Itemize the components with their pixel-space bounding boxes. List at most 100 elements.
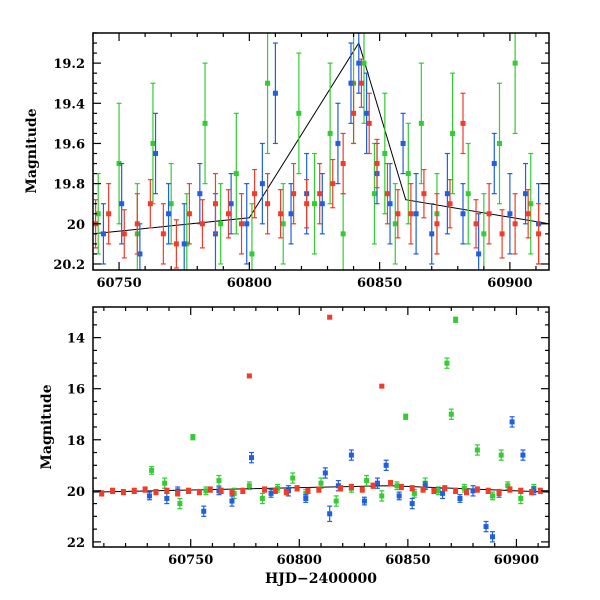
- bottom-data-point: [303, 494, 309, 503]
- top-data-point: [361, 33, 367, 124]
- top-data-point: [486, 183, 492, 245]
- bottom-data-point: [444, 357, 450, 369]
- top-data-point: [311, 152, 317, 255]
- top-data-point: [395, 189, 401, 239]
- bottom-series-0: [149, 316, 537, 510]
- bottom-data-point: [364, 474, 370, 487]
- bottom-data-point: [327, 505, 333, 523]
- bottom-series-1: [146, 416, 537, 543]
- top-data-point: [392, 183, 398, 265]
- top-data-point: [202, 62, 208, 185]
- top-data-point: [252, 168, 258, 219]
- top-data-point: [121, 209, 127, 259]
- bottom-data-point: [518, 492, 524, 505]
- top-data-point: [330, 158, 336, 209]
- bottom-data-point: [131, 487, 137, 494]
- top-data-point: [465, 142, 471, 245]
- bottom-data-point: [383, 459, 389, 472]
- top-data-point: [491, 132, 497, 195]
- top-data-point: [476, 213, 482, 270]
- bottom-data-point: [474, 486, 480, 493]
- top-data-point: [364, 72, 370, 155]
- bottom-data-point: [201, 505, 207, 517]
- top-panel: 60750 60800 60850 60900 19.2 19.4 19.6 19.8 20 20…: [24, 32, 550, 291]
- bottom-data-point: [537, 487, 543, 494]
- bottom-data-point: [162, 477, 168, 489]
- top-x-tick-label: 60850: [357, 276, 402, 291]
- top-data-point: [228, 172, 234, 235]
- top-data-point: [168, 162, 174, 245]
- bottom-data-point: [268, 488, 274, 498]
- top-data-point: [512, 193, 518, 255]
- top-data-point: [186, 183, 192, 245]
- top-data-point: [184, 193, 190, 270]
- top-data-point: [296, 52, 302, 175]
- top-data-point: [218, 183, 224, 265]
- top-data-point: [400, 112, 406, 175]
- bottom-data-point: [507, 486, 513, 493]
- top-data-point: [429, 203, 435, 265]
- bottom-x-tick-label: 60750: [168, 553, 213, 568]
- bottom-data-point: [262, 486, 268, 493]
- top-y-tick-label: 19.8: [53, 178, 85, 193]
- bottom-data-point: [529, 488, 535, 496]
- top-data-point: [259, 142, 265, 225]
- bottom-data-point: [246, 373, 252, 379]
- top-x-tick-label: 60800: [227, 276, 272, 291]
- top-data-point: [481, 193, 487, 270]
- bottom-data-point: [409, 497, 415, 510]
- top-data-point: [244, 183, 250, 265]
- top-y-tick-label: 20.2: [53, 258, 85, 273]
- top-y-tick-label: 19.6: [53, 137, 85, 152]
- top-data-point: [147, 179, 153, 229]
- bottom-data-point: [442, 485, 448, 492]
- top-data-point: [444, 152, 450, 235]
- top-data-point: [536, 203, 542, 265]
- bottom-data-point: [394, 481, 400, 491]
- top-data-point: [233, 112, 239, 235]
- bottom-data-point: [153, 488, 159, 496]
- bottom-data-point: [453, 316, 459, 323]
- bottom-data-point: [518, 487, 524, 494]
- bottom-data-point: [229, 495, 235, 507]
- bottom-data-point: [474, 444, 480, 456]
- bottom-data-point: [403, 413, 409, 420]
- bottom-data-point: [496, 488, 502, 496]
- bottom-data-point: [322, 467, 328, 479]
- top-data-point: [119, 162, 125, 245]
- top-data-point: [239, 193, 245, 255]
- bottom-data-point: [149, 465, 155, 475]
- bottom-data-point: [520, 449, 526, 461]
- top-data-point: [351, 82, 357, 145]
- bottom-data-point: [431, 487, 437, 494]
- bottom-y-tick-label: 14: [67, 332, 85, 347]
- bottom-x-tick-label: 60900: [494, 553, 539, 568]
- bottom-data-point: [370, 482, 376, 489]
- bottom-data-point: [498, 449, 504, 461]
- top-data-point: [100, 203, 106, 265]
- top-data-point: [166, 183, 172, 245]
- bottom-data-point: [470, 485, 476, 497]
- top-data-point: [340, 193, 346, 270]
- bottom-data-point: [338, 485, 344, 492]
- bottom-data-point: [448, 408, 454, 420]
- top-data-point: [525, 189, 531, 239]
- top-data-point: [278, 189, 284, 239]
- bottom-data-point: [379, 383, 385, 389]
- bottom-y-axis-title: Magnitude: [39, 384, 55, 469]
- bottom-data-point: [190, 434, 196, 441]
- top-data-point: [199, 199, 205, 249]
- top-data-point: [447, 179, 453, 229]
- top-data-point: [348, 42, 354, 124]
- top-y-axis-title: Magnitude: [24, 108, 40, 193]
- top-y-tick-label: 19.4: [53, 97, 85, 112]
- top-data-point: [460, 183, 466, 245]
- bottom-data-point: [218, 487, 224, 494]
- top-series-1: [100, 33, 542, 270]
- top-data-point: [356, 33, 362, 94]
- bottom-y-tick-label: 20: [67, 485, 85, 500]
- top-data-point: [460, 92, 466, 155]
- x-axis-title: HJD−2400000: [265, 571, 377, 587]
- top-data-point: [528, 152, 534, 255]
- bottom-data-point: [164, 492, 170, 505]
